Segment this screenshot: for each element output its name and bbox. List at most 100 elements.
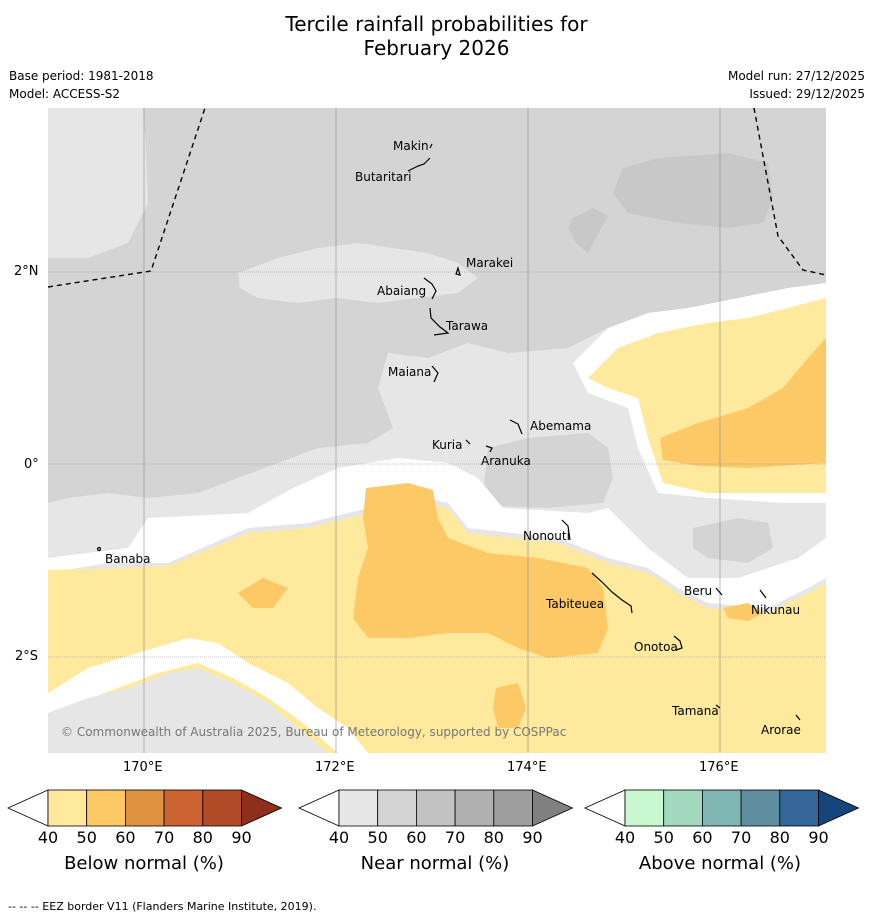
- colorbar-near-tick: 70: [445, 828, 465, 847]
- colorbar-above-segment: [740, 789, 781, 827]
- colorbar-near-tick: 80: [484, 828, 504, 847]
- island-butaritari-shape: [407, 157, 431, 172]
- white-band-south: [48, 638, 368, 753]
- eez-border: [48, 108, 826, 288]
- island-label-abaiang: Abaiang: [377, 284, 426, 298]
- colorbar-below-segment: [125, 789, 165, 827]
- island-tabiteuea-shape: [591, 572, 633, 614]
- colorbar-label-below: Below normal (%): [64, 853, 224, 874]
- colorbar-below-segment: [86, 789, 126, 827]
- title-line-1: Tercile rainfall probabilities for: [285, 12, 588, 36]
- near-normal-50-patch-east: [693, 518, 773, 563]
- near-normal-50-equator-patch: [483, 433, 613, 508]
- lon-tick-172e: 172°E: [315, 760, 355, 775]
- grid-lines: [48, 108, 826, 753]
- colorbar-below-tick: 80: [193, 828, 213, 847]
- colorbar-above-min-arrow: [584, 789, 626, 827]
- colorbar-near-segment: [415, 789, 456, 827]
- colorbar-label-above: Above normal (%): [638, 853, 802, 874]
- island-label-arorae: Arorae: [761, 723, 801, 737]
- island-label-tarawa: Tarawa: [445, 319, 488, 333]
- island-label-abemama: Abemama: [530, 419, 591, 433]
- lat-tick-0: 0°: [24, 457, 39, 472]
- island-beru-shape: [715, 587, 723, 596]
- lon-tick-176e: 176°E: [699, 760, 739, 775]
- colorbar-near-segment: [493, 789, 533, 827]
- colorbar-below-tick: 40: [38, 828, 58, 847]
- meta-left: Base period: 1981-2018 Model: ACCESS-S2: [9, 67, 154, 103]
- colorbar-near-segment: [377, 789, 417, 827]
- island-label-banaba: Banaba: [105, 552, 151, 566]
- title-line-2: February 2026: [363, 36, 510, 60]
- colorbar-near-segment: [338, 789, 379, 827]
- island-tarawa-shape: [429, 307, 450, 336]
- below-normal-50-beru: [723, 603, 763, 621]
- near-normal-60-patch-2: [568, 208, 608, 253]
- island-label-makin: Makin: [393, 139, 429, 153]
- colorbar-near-max-arrow: [532, 789, 574, 827]
- island-kuria-shape: [465, 439, 471, 445]
- island-label-nonouti: Nonouti: [523, 529, 570, 543]
- colorbar-near-tick: 50: [368, 828, 388, 847]
- colorbar-below-segment: [202, 789, 242, 827]
- issued-date: Issued: 29/12/2025: [749, 87, 865, 101]
- colorbar-below-segment: [47, 789, 88, 827]
- island-abemama-shape: [509, 419, 523, 435]
- island-nonouti-shape: [561, 519, 571, 541]
- island-tamana-shape: [715, 704, 721, 709]
- island-abaiang-shape: [423, 277, 437, 300]
- island-label-marakei: Marakei: [466, 256, 513, 270]
- colorbar-near-tick: 90: [522, 828, 542, 847]
- colorbars: 40 50 60 70 80 90 40 50 60 70 80 90 40 50 60 70 80 90: [7, 789, 860, 847]
- model-run: Model run: 27/12/2025: [727, 69, 865, 83]
- colorbar-above-segment: [779, 789, 819, 827]
- island-label-nikunau: Nikunau: [751, 603, 800, 617]
- below-normal-50-south: [493, 683, 526, 728]
- island-label-tabiteuea: Tabiteuea: [545, 597, 604, 611]
- colorbar-above-tick: 90: [808, 828, 828, 847]
- island-makin-shape: [429, 143, 433, 149]
- colorbar-below-tick: 60: [115, 828, 135, 847]
- colorbar-above-segment: [663, 789, 703, 827]
- colorbar-near-tick: 40: [329, 828, 349, 847]
- colorbar-above-max-arrow: [818, 789, 860, 827]
- below-normal-50-west: [238, 578, 288, 608]
- island-maiana-shape: [431, 365, 439, 383]
- colorbar-near-segment: [454, 789, 495, 827]
- colorbar-below-tick: 50: [77, 828, 97, 847]
- colorbar-above-tick: 70: [731, 828, 751, 847]
- colorbar-above-tick: 80: [770, 828, 790, 847]
- near-normal-light-patch: [238, 243, 478, 303]
- below-normal-50-ne: [660, 338, 826, 468]
- colorbar-above-tick: 50: [654, 828, 674, 847]
- island-label-maiana: Maiana: [388, 365, 431, 379]
- island-label-beru: Beru: [684, 584, 712, 598]
- island-label-kuria: Kuria: [432, 438, 463, 452]
- colorbar-above-tick: 40: [615, 828, 635, 847]
- colorbar-below-tick: 90: [231, 828, 251, 847]
- colorbar-below-segment: [163, 789, 204, 827]
- island-arorae-shape: [795, 714, 801, 721]
- island-label-aranuka: Aranuka: [481, 454, 531, 468]
- colorbar-below-tick: 70: [154, 828, 174, 847]
- island-label-tamana: Tamana: [671, 704, 719, 718]
- island-onotoa-shape: [673, 635, 683, 651]
- lat-tick-2n: 2°N: [14, 264, 39, 279]
- island-label-onotoa: Onotoa: [634, 640, 678, 654]
- colorbar-near-min-arrow: [298, 789, 340, 827]
- colorbar-label-near: Near normal (%): [360, 853, 510, 874]
- meta-right: Model run: 27/12/2025 Issued: 29/12/2025: [728, 67, 865, 103]
- colorbar-near-tick: 60: [406, 828, 426, 847]
- colorbar-above-segment: [624, 789, 665, 827]
- colorbar-below-min-arrow: [7, 789, 49, 827]
- island-aranuka-shape: [485, 445, 493, 453]
- colorbar-above-tick: 60: [692, 828, 712, 847]
- island-label-butaritari: Butaritari: [355, 170, 412, 184]
- island-banaba-shape: [96, 546, 102, 552]
- near-normal-bottom-left: [48, 668, 328, 753]
- island-nikunau-shape: [759, 589, 767, 599]
- model-name: Model: ACCESS-S2: [9, 87, 121, 101]
- eez-footer-note: -- -- -- EEZ border V11 (Flanders Marine…: [8, 900, 317, 913]
- base-period: Base period: 1981-2018: [9, 69, 154, 83]
- lon-tick-170e: 170°E: [123, 760, 163, 775]
